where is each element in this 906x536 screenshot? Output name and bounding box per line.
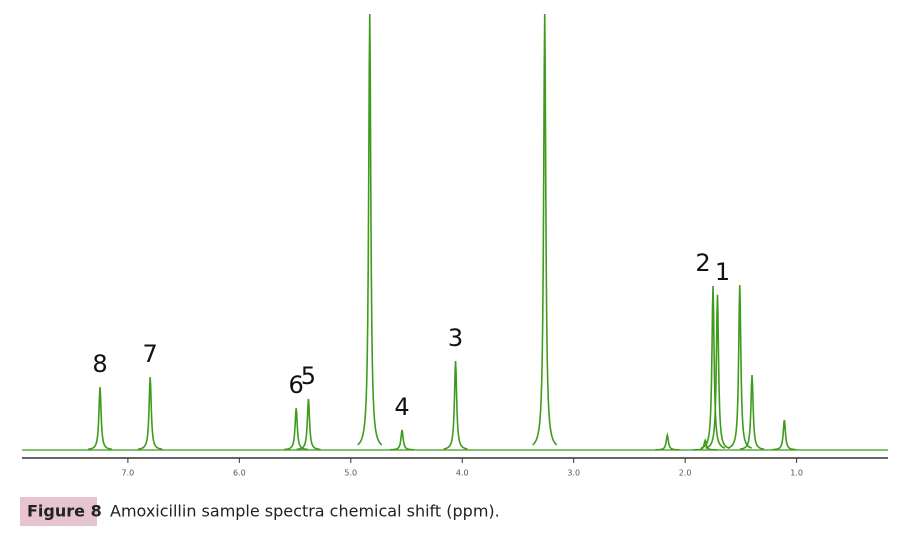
peak bbox=[532, 14, 558, 446]
peak bbox=[655, 432, 680, 451]
x-tick-label: 5.0 bbox=[344, 469, 357, 478]
peak-label: 6 bbox=[289, 371, 304, 399]
x-tick-label: 7.0 bbox=[122, 469, 135, 478]
x-tick-label: 2.0 bbox=[679, 469, 692, 478]
peak bbox=[87, 387, 113, 451]
peak bbox=[727, 285, 753, 449]
x-tick-label: 6.0 bbox=[233, 469, 246, 478]
peak bbox=[772, 419, 797, 451]
peak-label: 1 bbox=[715, 258, 730, 286]
peak-label: 8 bbox=[92, 350, 107, 378]
spectrum bbox=[22, 14, 888, 451]
x-tick-label: 1.0 bbox=[790, 469, 803, 478]
peak-label: 5 bbox=[301, 362, 316, 390]
figure-label: Figure 8 bbox=[27, 502, 102, 521]
peak-label: 7 bbox=[143, 340, 158, 368]
peak bbox=[357, 14, 383, 446]
peak-label: 2 bbox=[695, 249, 710, 277]
peak bbox=[705, 294, 730, 449]
peak bbox=[700, 286, 726, 449]
peak bbox=[390, 429, 415, 451]
peak bbox=[739, 374, 765, 450]
peak bbox=[296, 398, 321, 451]
peak bbox=[693, 438, 718, 451]
peak bbox=[443, 361, 468, 450]
figure-label-box bbox=[20, 497, 97, 526]
x-tick-label: 3.0 bbox=[567, 469, 580, 478]
peak-label: 4 bbox=[394, 393, 409, 421]
peak bbox=[284, 408, 309, 451]
x-tick-label: 4.0 bbox=[456, 469, 469, 478]
caption: Amoxicillin sample spectra chemical shif… bbox=[110, 502, 500, 521]
peak bbox=[138, 377, 163, 450]
peak-label: 3 bbox=[448, 324, 463, 352]
